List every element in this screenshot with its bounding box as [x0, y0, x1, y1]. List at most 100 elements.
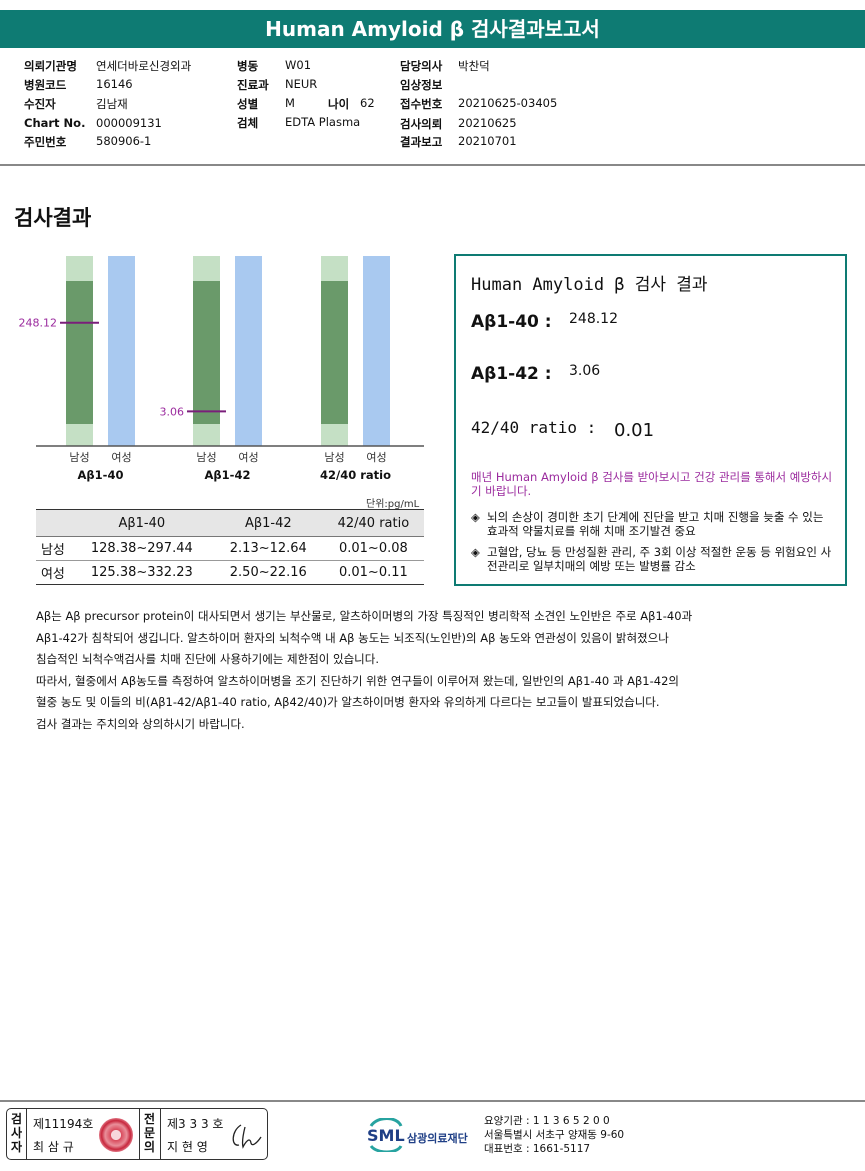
table-cell: 125.38~332.23: [69, 560, 214, 585]
examinee-value: 김남재: [96, 97, 128, 111]
institution-label: 의뢰기관명: [24, 59, 77, 73]
unit-label: 단위:pg/mL: [366, 499, 420, 510]
reference-header-cell: 42/40 ratio: [322, 509, 424, 537]
signature-icon: [232, 1124, 262, 1149]
sign-divider: [139, 1109, 140, 1159]
table-cell: 2.50~22.16: [213, 560, 323, 585]
bullet-text: 뇌의 손상이 경미한 초기 단계에 진단을 받고 치매 진행을 늦출 수 있는 …: [487, 510, 824, 538]
patient-info: 의뢰기관명 연세더바로신경외과 병원코드 16146 수진자 김남재 Chart…: [0, 56, 865, 166]
chart-no-label: Chart No.: [24, 116, 86, 130]
category-label: 42/40 ratio: [320, 468, 391, 482]
female-range-bar: [108, 256, 135, 446]
ward-value: W01: [285, 58, 312, 72]
specimen-value: EDTA Plasma: [285, 115, 361, 129]
examiner-name: 최 삼 규: [33, 1140, 74, 1154]
report-date-value: 20210701: [458, 134, 517, 148]
ratio-value: 0.01: [614, 420, 655, 441]
description: Aβ는 Aβ precursor protein이 대사되면서 생기는 부산물로…: [36, 606, 836, 735]
bullet-text: 고혈압, 당뇨 등 만성질환 관리, 주 3회 이상 적절한 운동 등 위험요인…: [487, 545, 832, 573]
request-date-value: 20210625: [458, 116, 517, 130]
result-title: Human Amyloid β 검사 결과: [471, 275, 708, 295]
marker-label: 3.06: [160, 405, 185, 418]
sex-label: 성별: [237, 97, 259, 111]
address: 서울특별시 서초구 양재동 9-60: [484, 1129, 625, 1141]
bullet-item: ◈ 고혈압, 당뇨 등 만성질환 관리, 주 3회 이상 적절한 운동 등 위험…: [471, 545, 836, 573]
logo-mark: SML: [367, 1126, 405, 1145]
foundation-name: 삼광의료재단: [407, 1132, 468, 1145]
sub-label: 여성: [366, 451, 386, 464]
sub-label: 여성: [238, 451, 258, 464]
male-range-bar: [193, 281, 220, 424]
table-cell: 2.13~12.64: [213, 536, 323, 561]
category-label: Aβ1-42: [205, 468, 251, 482]
reviewer-license: 제3 3 3 호: [167, 1117, 224, 1131]
age-value: 62: [360, 96, 375, 110]
reference-table: Aβ1-40 Aβ1-42 42/40 ratio 남성 128.38~297.…: [36, 509, 424, 585]
specimen-label: 검체: [237, 116, 259, 130]
reference-header-cell: Aβ1-40: [69, 509, 214, 537]
description-line: Aβ1-42가 침착되어 생깁니다. 알츠하이머 환자의 뇌척수액 내 Aβ 농…: [36, 630, 669, 645]
report-date-label: 결과보고: [400, 135, 443, 149]
marker-label: 248.12: [19, 317, 58, 330]
description-line: 검사 결과는 주치의와 상의하시기 바랍니다.: [36, 716, 245, 731]
description-line: 혈중 농도 및 이들의 비(Aβ1-42/Aβ1-40 ratio, Aβ42/…: [36, 695, 660, 709]
table-row: 여성 125.38~332.23 2.50~22.16 0.01~0.11: [36, 560, 424, 585]
sub-label: 여성: [111, 451, 131, 464]
department-label: 진료과: [237, 78, 269, 92]
sign-divider: [160, 1109, 161, 1159]
phone: 대표번호 : 1661-5117: [484, 1143, 591, 1155]
description-line: Aβ는 Aβ precursor protein이 대사되면서 생기는 부산물로…: [36, 609, 693, 623]
sml-logo: SML 삼광의료재단: [367, 1117, 479, 1156]
hospital-code-value: 16146: [96, 77, 133, 91]
advice-text: 매년 Human Amyloid β 검사를 받아보시고 건강 관리를 통해서 …: [471, 470, 833, 498]
category-label: Aβ1-40: [78, 468, 124, 482]
sign-divider: [26, 1109, 27, 1159]
table-cell: 남성: [36, 536, 70, 561]
diamond-bullet-icon: ◈: [471, 545, 480, 559]
amyloid-chart: 248.12 남성 여성 Aβ1-40 3.06 남성 여성 Aβ1-42 남성 여성 42/40 …: [19, 256, 424, 482]
table-cell: 0.01~0.08: [322, 536, 424, 561]
examinee-label: 수진자: [24, 97, 56, 111]
female-range-bar: [363, 256, 390, 446]
department-value: NEUR: [285, 77, 318, 91]
reference-header-cell: Aβ1-42: [213, 509, 323, 537]
request-date-label: 검사의뢰: [400, 117, 443, 131]
reference-header-row: Aβ1-40 Aβ1-42 42/40 ratio: [36, 509, 424, 537]
receipt-no-label: 접수번호: [400, 97, 443, 111]
table-cell: 여성: [36, 560, 70, 585]
ratio-label: 42/40 ratio :: [471, 418, 597, 437]
sub-label: 남성: [69, 451, 89, 464]
reviewer-name: 지 현 영: [167, 1140, 208, 1154]
signature-box: 검사자 제11194호 최 삼 규 전문의 제3 3 3 호 지 현 영: [6, 1108, 268, 1160]
table-cell: 128.38~297.44: [69, 536, 214, 561]
diamond-bullet-icon: ◈: [471, 510, 480, 524]
reviewer-label: 전문의: [144, 1112, 156, 1154]
sub-label: 남성: [196, 451, 216, 464]
male-range-bar: [66, 281, 93, 424]
care-code: 요양기관 : 1 1 3 6 5 2 0 0: [484, 1115, 610, 1127]
section-title: 검사결과: [14, 206, 92, 230]
footer-divider: [0, 1100, 865, 1102]
description-line: 침습적인 뇌척수액검사를 치매 진단에 사용하기에는 제한점이 있습니다.: [36, 652, 379, 666]
resident-no-value: 580906-1: [96, 134, 152, 148]
clinical-info-label: 임상정보: [400, 78, 443, 92]
sex-value: M: [285, 96, 295, 110]
table-cell: 0.01~0.11: [322, 560, 424, 585]
ab40-label: Aβ1-40 :: [471, 312, 552, 332]
result-box: Human Amyloid β 검사 결과 Aβ1-40 : 248.12 Aβ…: [454, 254, 847, 586]
examiner-label: 검사자: [11, 1112, 23, 1154]
age-label: 나이: [328, 97, 350, 111]
ab42-label: Aβ1-42 :: [471, 364, 552, 384]
sub-label: 남성: [324, 451, 344, 464]
resident-no-label: 주민번호: [24, 135, 67, 149]
male-range-bar: [321, 281, 348, 424]
examiner-license: 제11194호: [33, 1117, 94, 1131]
ab40-value: 248.12: [569, 311, 618, 327]
doctor-value: 박찬덕: [458, 59, 490, 73]
table-row: 남성 128.38~297.44 2.13~12.64 0.01~0.08: [36, 536, 424, 561]
report-title: Human Amyloid β 검사결과보고서: [0, 10, 865, 48]
hospital-code-label: 병원코드: [24, 78, 67, 92]
seal-stamp-icon: [99, 1118, 133, 1152]
footer-address: 요양기관 : 1 1 3 6 5 2 0 0 서울특별시 서초구 양재동 9-6…: [484, 1114, 624, 1156]
receipt-no-value: 20210625-03405: [458, 96, 558, 110]
